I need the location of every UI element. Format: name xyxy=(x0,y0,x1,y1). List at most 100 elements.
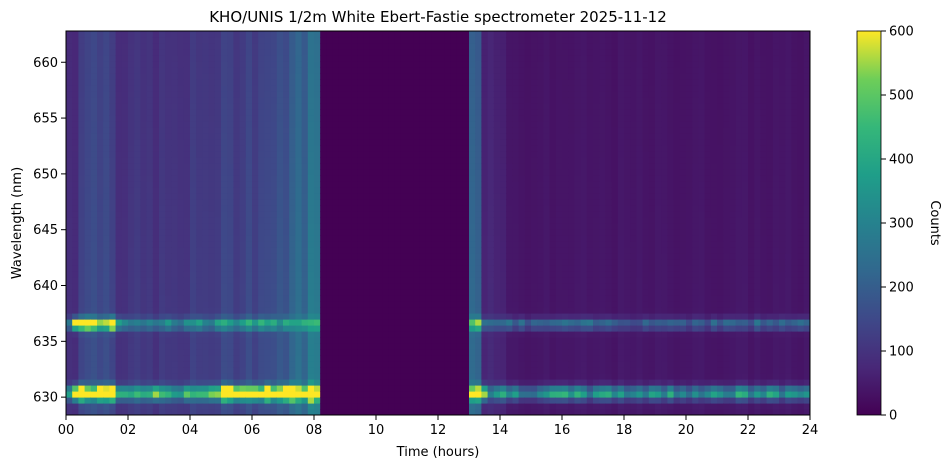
heatmap-cell xyxy=(320,187,327,194)
heatmap-cell xyxy=(314,409,321,415)
heatmap-cell xyxy=(84,247,92,254)
heatmap-cell xyxy=(171,163,179,170)
heatmap-cell xyxy=(190,229,197,236)
heatmap-cell xyxy=(537,37,544,44)
heatmap-cell xyxy=(245,163,253,170)
heatmap-cell xyxy=(121,235,129,242)
heatmap-cell xyxy=(363,175,371,182)
heatmap-cell xyxy=(295,31,303,38)
heatmap-cell xyxy=(469,139,476,146)
heatmap-cell xyxy=(469,349,476,356)
heatmap-cell xyxy=(475,265,482,272)
heatmap-cell xyxy=(351,283,358,290)
heatmap-cell xyxy=(252,85,259,92)
heatmap-cell xyxy=(500,265,507,272)
heatmap-cell xyxy=(388,157,396,164)
heatmap-cell xyxy=(419,283,427,290)
heatmap-cell xyxy=(320,403,327,410)
heatmap-cell xyxy=(400,145,408,152)
heatmap-cell xyxy=(214,85,222,92)
heatmap-cell xyxy=(388,277,396,284)
heatmap-cell xyxy=(351,253,358,260)
heatmap-cell xyxy=(413,319,420,326)
heatmap-cell xyxy=(252,283,259,290)
heatmap-cell xyxy=(283,223,290,230)
heatmap-cell xyxy=(115,229,123,236)
heatmap-cell xyxy=(121,247,129,254)
heatmap-cell xyxy=(270,289,278,296)
heatmap-cell xyxy=(78,331,86,338)
heatmap-cell xyxy=(450,73,458,80)
heatmap-cell xyxy=(320,73,327,80)
heatmap-cell xyxy=(252,379,259,386)
heatmap-cell xyxy=(245,265,253,272)
heatmap-cell xyxy=(363,187,371,194)
heatmap-cell xyxy=(307,283,315,290)
heatmap-cell xyxy=(351,37,358,44)
heatmap-cell xyxy=(103,331,110,338)
heatmap-cell xyxy=(152,265,160,272)
heatmap-cell xyxy=(97,361,104,368)
heatmap-cell xyxy=(351,277,358,284)
heatmap-cell xyxy=(481,313,489,320)
heatmap-cell xyxy=(301,73,309,80)
heatmap-cell xyxy=(301,391,309,398)
heatmap-cell xyxy=(276,187,284,194)
heatmap-cell xyxy=(338,55,346,62)
heatmap-cell xyxy=(332,73,340,80)
heatmap-cell xyxy=(500,355,507,362)
heatmap-cell xyxy=(208,265,216,272)
heatmap-cell xyxy=(165,295,172,302)
heatmap-cell xyxy=(469,289,476,296)
heatmap-cell xyxy=(357,205,365,212)
heatmap-cell xyxy=(469,379,476,386)
heatmap-cell xyxy=(438,367,445,374)
heatmap-cell xyxy=(97,349,104,356)
heatmap-cell xyxy=(214,49,222,56)
heatmap-cell xyxy=(103,205,110,212)
heatmap-cell xyxy=(276,409,284,415)
heatmap-cell xyxy=(307,157,315,164)
heatmap-cell xyxy=(407,403,414,410)
heatmap-cell xyxy=(72,67,79,74)
heatmap-cell xyxy=(537,175,544,182)
heatmap-cell xyxy=(252,301,259,308)
heatmap-cell xyxy=(512,409,520,415)
heatmap-cell xyxy=(438,85,445,92)
heatmap-cell xyxy=(252,313,259,320)
heatmap-cell xyxy=(78,133,86,140)
heatmap-cell xyxy=(258,169,265,176)
heatmap-cell xyxy=(121,289,129,296)
heatmap-cell xyxy=(413,127,420,134)
heatmap-cell xyxy=(115,103,123,110)
heatmap-cell xyxy=(493,103,501,110)
heatmap-cell xyxy=(128,301,135,308)
heatmap-cell xyxy=(152,301,160,308)
heatmap-cell xyxy=(400,337,408,344)
heatmap-cell xyxy=(90,61,98,68)
heatmap-cell xyxy=(351,61,358,68)
heatmap-cell xyxy=(493,235,501,242)
heatmap-cell xyxy=(500,241,507,248)
heatmap-cell xyxy=(326,235,334,242)
heatmap-cell xyxy=(394,115,402,122)
heatmap-cell xyxy=(345,109,352,116)
heatmap-cell xyxy=(258,205,265,212)
heatmap-cell xyxy=(190,331,197,338)
heatmap-cell xyxy=(345,169,352,176)
heatmap-cell xyxy=(177,361,185,368)
heatmap-cell xyxy=(270,271,278,278)
heatmap-cell xyxy=(202,181,210,188)
heatmap-cell xyxy=(307,301,315,308)
heatmap-cell xyxy=(388,193,396,200)
heatmap-cell xyxy=(97,301,104,308)
heatmap-cell xyxy=(196,79,203,86)
heatmap-cell xyxy=(487,379,495,386)
heatmap-cell xyxy=(413,229,420,236)
heatmap-cell xyxy=(165,331,172,338)
heatmap-cell xyxy=(165,91,172,98)
heatmap-cell xyxy=(382,379,389,386)
heatmap-cell xyxy=(283,187,290,194)
heatmap-cell xyxy=(121,265,129,272)
heatmap-cell xyxy=(190,127,197,134)
